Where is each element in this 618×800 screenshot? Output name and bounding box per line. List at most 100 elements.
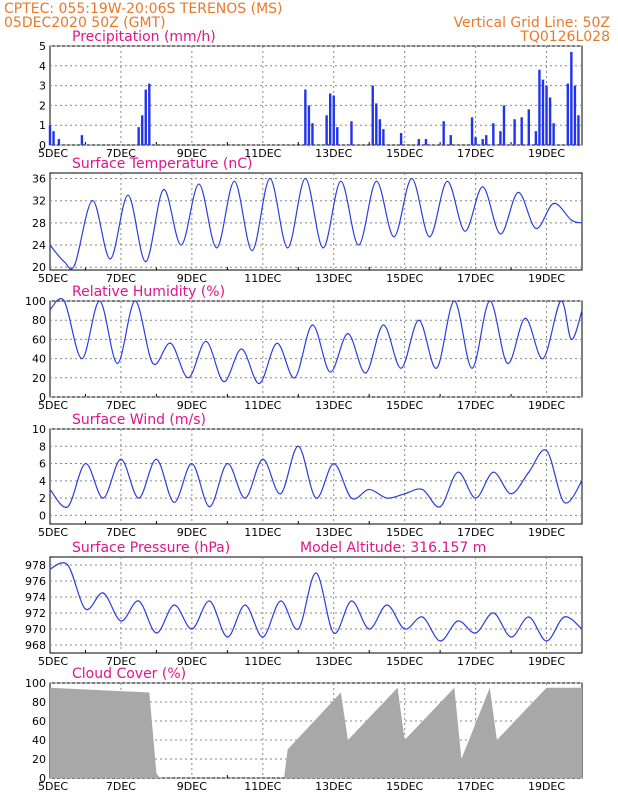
pressure-point (155, 632, 157, 634)
pressure-model-altitude: Model Altitude: 316.157 m (300, 540, 486, 556)
wind-x-tick-label: 7DEC (106, 526, 136, 539)
wind-x-tick-label: 9DEC (177, 526, 207, 539)
pressure-point (262, 636, 264, 638)
humidity-point (471, 367, 473, 369)
cloud-cover-area (50, 687, 582, 778)
wind-point (262, 458, 264, 460)
precip-y-tick-label: 2 (39, 99, 46, 112)
temperature-point (216, 247, 218, 249)
precip-title: Precipitation (mm/h) (72, 29, 216, 45)
precip-bar (570, 51, 573, 145)
temperature-x-tick-label: 15DEC (386, 272, 423, 285)
pressure-point (244, 604, 246, 606)
pressure-point (191, 628, 193, 630)
humidity-point (435, 367, 438, 369)
pressure-y-tick-label: 978 (25, 559, 46, 572)
temperature-point (535, 227, 537, 230)
temperature-point (233, 180, 236, 182)
header-grid-line-note: Vertical Grid Line: 50Z (454, 15, 610, 31)
temperature-point (570, 219, 572, 221)
pressure-point (138, 600, 140, 602)
temperature-point (304, 177, 306, 180)
temperature-point (482, 186, 484, 188)
precip-bar (502, 105, 506, 145)
pressure-point (315, 572, 317, 574)
precip-bar (541, 79, 545, 145)
wind-point (528, 471, 530, 473)
pressure-x-tick-label: 7DEC (106, 655, 136, 668)
humidity-point (560, 300, 562, 302)
precip-bar (52, 131, 55, 145)
humidity-point (169, 342, 172, 344)
humidity-point (240, 348, 243, 350)
precip-x-tick-label: 7DEC (106, 147, 136, 160)
precip-y-tick-label: 0 (39, 139, 46, 152)
pressure-point (439, 640, 441, 642)
precip-bar (538, 69, 541, 145)
wind-y-tick-label: 0 (39, 509, 46, 522)
header-date-line: 05DEC2020 50Z (GMT) (4, 15, 166, 31)
precip-bar (48, 125, 52, 145)
precip-bar (304, 89, 307, 145)
temperature-point (428, 236, 431, 238)
humidity-y-tick-label: 40 (32, 353, 46, 366)
pressure-point (120, 620, 122, 622)
pressure-point (404, 628, 406, 630)
pressure-point (350, 600, 353, 602)
wind-y-tick-label: 8 (39, 440, 46, 453)
pressure-point (457, 620, 459, 622)
wind-y-tick-label: 4 (39, 475, 46, 488)
wind-x-tick-label: 17DEC (457, 526, 494, 539)
wind-point (244, 497, 246, 499)
temperature-y-tick-label: 24 (32, 239, 46, 252)
humidity-x-tick-label: 17DEC (457, 399, 494, 412)
pressure-point (492, 612, 494, 614)
temperature-point (251, 250, 253, 252)
humidity-point (581, 310, 583, 312)
humidity-y-tick-label: 20 (32, 372, 46, 385)
wind-title: Surface Wind (m/s) (72, 412, 206, 428)
humidity-point (294, 377, 296, 379)
temperature-point (446, 180, 448, 182)
humidity-x-tick-label: 19DEC (528, 399, 565, 412)
temperature-series-line (49, 177, 583, 270)
humidity-point (489, 300, 491, 302)
humidity-point (205, 340, 207, 342)
precip-frame (49, 45, 583, 146)
cloud-x-tick-label: 17DEC (457, 780, 494, 793)
precip-x-tick-label: 19DEC (528, 147, 565, 160)
precip-y-tick-label: 5 (39, 40, 46, 53)
temperature-point (340, 180, 342, 182)
precip-bar (378, 119, 382, 145)
wind-point (510, 493, 512, 495)
humidity-point (116, 362, 118, 364)
wind-point (67, 506, 69, 508)
cloud-x-tick-label: 15DEC (386, 780, 423, 793)
precip-bar (492, 123, 495, 145)
wind-point (102, 497, 104, 499)
wind-point (581, 480, 583, 482)
temperature-x-tick-label: 5DEC (38, 272, 68, 285)
wind-x-tick-label: 15DEC (386, 526, 423, 539)
temperature-title: Surface Temperature (nC) (72, 156, 253, 172)
humidity-point (570, 338, 572, 340)
precip-x-tick-label: 17DEC (457, 147, 494, 160)
precip-y-tick-label: 4 (39, 60, 46, 73)
pressure-point (49, 568, 51, 570)
precip-bar (474, 137, 477, 145)
wind-point (350, 497, 353, 499)
pressure-x-tick-label: 15DEC (386, 655, 423, 668)
wind-x-tick-label: 5DEC (38, 526, 68, 539)
pressure-x-tick-label: 9DEC (177, 655, 207, 668)
wind-y-tick-label: 6 (39, 458, 46, 471)
precip-bar (527, 109, 530, 145)
pressure-point (84, 608, 87, 610)
precip-x-tick-label: 9DEC (177, 147, 207, 160)
pressure-point (279, 600, 282, 602)
humidity-point (524, 317, 526, 319)
humidity-point (276, 342, 278, 344)
humidity-point (99, 300, 101, 302)
wind-panel: 5DEC 7DEC 9DEC 11DEC 13DEC 15DEC 17DEC 19DEC 0 2 4… (32, 423, 583, 539)
pressure-x-tick-label: 13DEC (315, 655, 352, 668)
precip-bar (499, 131, 502, 145)
